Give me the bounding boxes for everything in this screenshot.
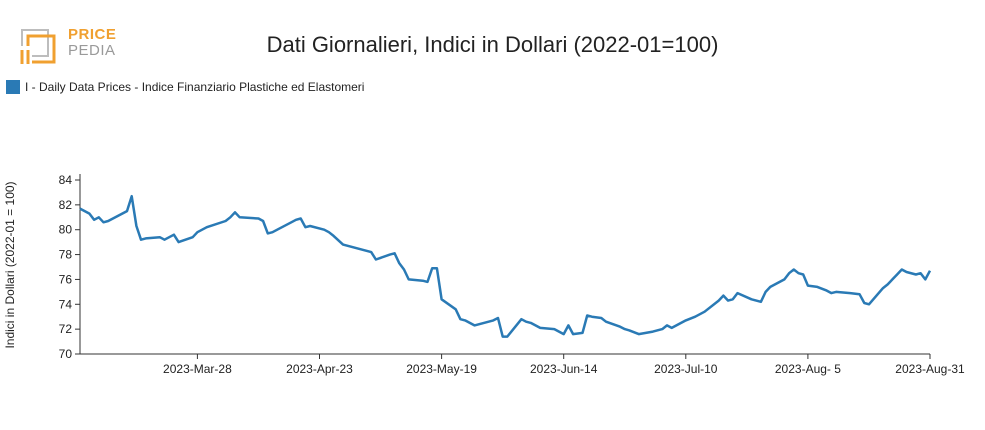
y-tick-label: 70 [59, 347, 73, 361]
x-tick-label: 2023-Jul-10 [654, 362, 718, 376]
pricepedia-logo [20, 29, 56, 66]
y-axis-title: Indici in Dollari (2022-01 = 100) [3, 181, 17, 348]
y-tick-label: 82 [59, 198, 73, 212]
x-tick-label: 2023-Apr-23 [286, 362, 353, 376]
logo-text-pedia: PEDIA [68, 42, 116, 59]
legend[interactable]: I - Daily Data Prices - Indice Finanziar… [6, 80, 364, 94]
y-tick-label: 80 [59, 223, 73, 237]
y-tick-label: 78 [59, 248, 73, 262]
x-tick-label: 2023-Aug- 5 [775, 362, 841, 376]
x-tick-label: 2023-Aug-31 [895, 362, 965, 376]
y-tick-label: 72 [59, 322, 73, 336]
x-tick-label: 2023-Mar-28 [163, 362, 232, 376]
legend-label: I - Daily Data Prices - Indice Finanziar… [25, 80, 365, 94]
logo-text-price: PRICE [68, 26, 117, 43]
x-tick-label: 2023-May-19 [406, 362, 477, 376]
legend-swatch [6, 80, 20, 94]
series-line [79, 194, 932, 338]
x-tick-label: 2023-Jun-14 [530, 362, 598, 376]
y-tick-label: 76 [59, 272, 73, 286]
y-axis: 70 72 74 76 78 80 82 84 [59, 173, 81, 361]
chart-title: Dati Giornalieri, Indici in Dollari (202… [266, 32, 719, 57]
y-tick-label: 84 [59, 173, 73, 187]
y-tick-label: 74 [59, 297, 73, 311]
x-axis: 2023-Mar-28 2023-Apr-23 2023-May-19 2023-Ju… [80, 353, 965, 376]
